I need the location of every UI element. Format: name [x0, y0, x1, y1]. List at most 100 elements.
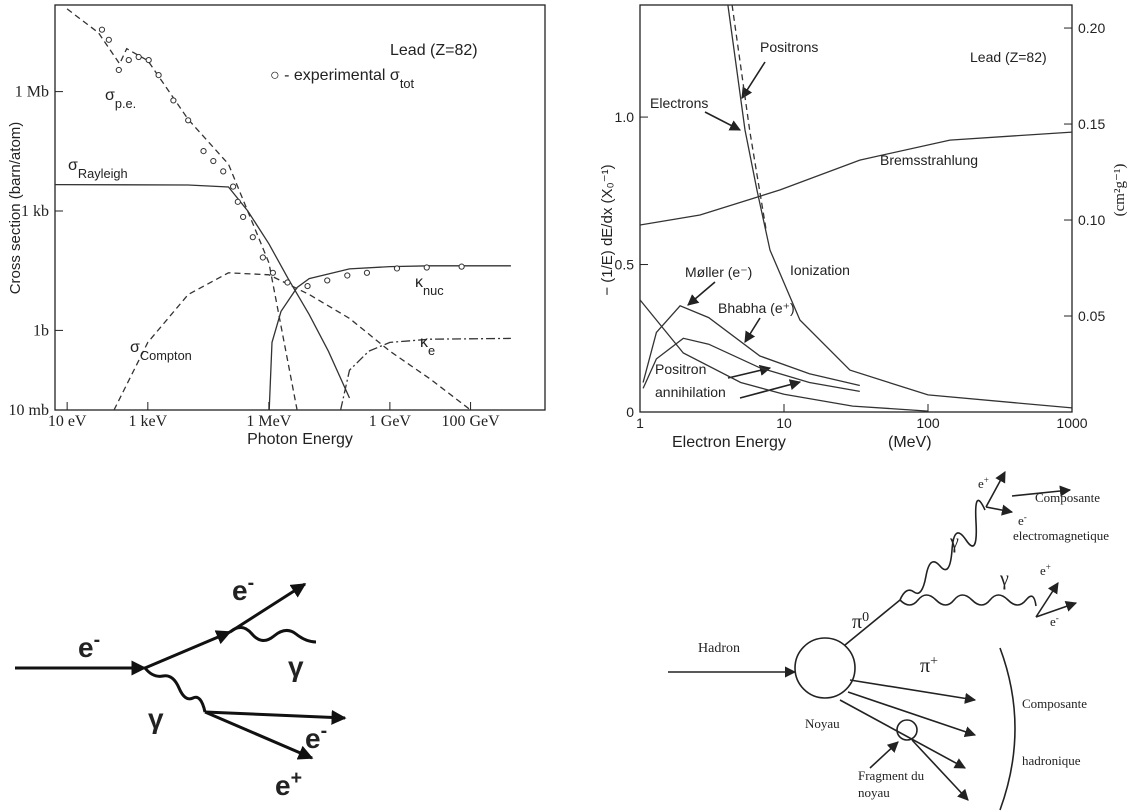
annotation: Lead (Z=82)	[390, 42, 478, 59]
data-point	[324, 277, 331, 284]
label-text: Positrons	[760, 39, 818, 55]
y-tick-label: 10 mb	[9, 402, 49, 419]
label-text: γ	[148, 703, 164, 734]
x-tick-label: 1	[636, 415, 644, 431]
data-point	[393, 265, 401, 272]
label-superscript: +	[1046, 562, 1051, 572]
fragment	[896, 719, 918, 741]
electron-line	[144, 630, 232, 670]
label-superscript: -	[248, 572, 255, 594]
positron-line	[1035, 582, 1059, 618]
electron-line	[1035, 601, 1078, 618]
label-text: Bremsstrahlung	[880, 152, 978, 168]
curve	[55, 183, 351, 399]
curve	[66, 8, 298, 410]
annotation: Møller (e⁻)	[685, 264, 752, 280]
label-text: σ	[105, 87, 115, 104]
data-point	[458, 263, 465, 270]
arrow	[727, 364, 772, 379]
data-point	[115, 66, 122, 74]
plot-area	[55, 8, 511, 410]
y2-tick-label: 0.10	[1078, 212, 1105, 228]
annotation: Lead (Z=82)	[970, 49, 1047, 65]
label-text: γ	[949, 531, 959, 553]
x-axis-label: Electron Energy	[672, 434, 786, 451]
annotation: σRayleigh	[68, 157, 128, 181]
x-axis-label: Photon Energy	[247, 431, 353, 448]
y-axis-label: − (1/E) dE/dx (X₀⁻¹)	[599, 164, 616, 295]
data-point	[200, 148, 207, 155]
electron-line	[229, 582, 307, 634]
label-text: annihilation	[655, 384, 726, 400]
diagram-label: e+	[275, 767, 302, 801]
y-tick-label: 0.5	[615, 257, 635, 273]
diagram-label: γ	[148, 703, 164, 734]
curve	[113, 272, 471, 410]
photon-line	[143, 667, 207, 713]
data-point	[145, 56, 152, 64]
label-text: σ	[68, 157, 78, 174]
photon-line	[229, 626, 317, 644]
label-text: ○ - experimental σ	[270, 67, 400, 84]
label-superscript: -	[1024, 512, 1027, 522]
label-text: Composante	[1022, 696, 1087, 711]
data-point	[240, 213, 247, 221]
label-superscript: -	[1056, 613, 1059, 623]
label-text: e	[305, 723, 321, 754]
diagram-label: noyau	[858, 785, 890, 800]
data-point	[155, 71, 162, 79]
curve	[642, 337, 860, 393]
label-subscript: Rayleigh	[78, 166, 128, 181]
label-subscript: Compton	[140, 348, 192, 363]
data-point	[363, 269, 371, 276]
annotation: annihilation	[655, 384, 726, 400]
annotation: σCompton	[130, 339, 192, 363]
nucleus	[794, 637, 856, 699]
data-point	[269, 269, 277, 276]
electron-line	[985, 504, 1014, 516]
diagram-label: Noyau	[805, 716, 840, 731]
curve	[268, 265, 511, 410]
label-text: e	[978, 476, 984, 491]
data-point	[230, 183, 237, 190]
label-text: Hadron	[698, 641, 740, 656]
data-point	[135, 53, 142, 61]
annotation: Positron	[655, 361, 706, 377]
hadron-line	[911, 739, 969, 801]
label-superscript: -	[94, 629, 101, 651]
electron-line	[204, 709, 347, 725]
label-subscript: e	[428, 343, 435, 358]
y-tick-label: 0	[626, 404, 634, 420]
positron-line	[204, 710, 314, 760]
diagram-label: γ	[288, 651, 304, 682]
diagram-label: e-	[232, 572, 254, 606]
plot-frame	[639, 4, 1073, 413]
data-point	[98, 26, 106, 33]
annotation: ○ - experimental σtot	[270, 67, 414, 91]
label-superscript: -	[321, 720, 328, 742]
data-point	[304, 282, 311, 290]
annotation: Electrons	[650, 95, 708, 111]
x-tick-label: 100 GeV	[441, 413, 500, 430]
photon-line	[899, 594, 1037, 607]
label-subscript: nuc	[423, 283, 444, 298]
x-tick-label: 100	[916, 415, 940, 431]
diagram-label: e-	[305, 720, 327, 754]
data-point	[125, 56, 132, 64]
data-point	[249, 234, 256, 241]
label-text: Noyau	[805, 716, 840, 731]
annotation: Bhabha (e⁺)	[718, 300, 795, 316]
x-tick-label: 1000	[1056, 415, 1087, 431]
label-text: Bhabha (e⁺)	[718, 300, 795, 316]
label-subscript: tot	[400, 76, 415, 91]
y2-tick-label: 0.15	[1078, 116, 1105, 132]
label-superscript: +	[984, 475, 989, 485]
label-text: e	[1050, 614, 1056, 629]
y2-axis-label: (cm²g⁻¹)	[1112, 164, 1128, 217]
y-tick-label: 1b	[33, 322, 49, 339]
curve	[640, 299, 929, 412]
label-text: Composante	[1035, 490, 1100, 505]
annotation-arrows	[687, 61, 802, 399]
label-text: κ	[415, 274, 424, 291]
